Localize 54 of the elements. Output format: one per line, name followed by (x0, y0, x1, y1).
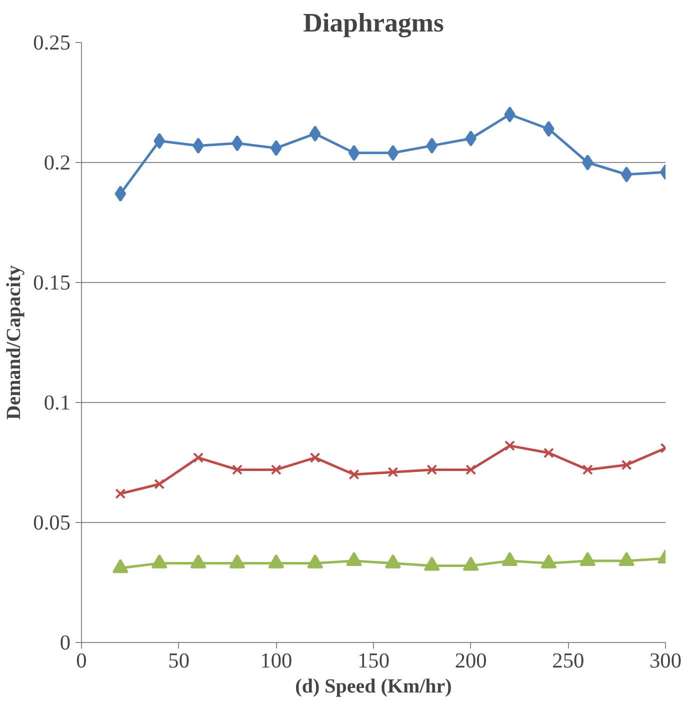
y-axis-title: Demand/Capacity (3, 265, 26, 420)
point (462, 556, 479, 571)
x-tick-label: 0 (76, 648, 87, 672)
point (310, 452, 320, 463)
point (193, 452, 204, 463)
point (620, 166, 632, 182)
point (582, 154, 594, 170)
point (580, 552, 596, 566)
point (543, 448, 554, 458)
point (387, 144, 399, 161)
chart-title: Diaphragms (303, 8, 444, 38)
point (190, 554, 206, 568)
point (229, 554, 246, 568)
point (112, 559, 128, 574)
point (270, 464, 282, 475)
x-axis-title: (d) Speed (Km/hr) (295, 676, 452, 698)
point (424, 556, 440, 571)
point (582, 464, 593, 475)
y-tick-label: 0.2 (44, 150, 71, 174)
y-tick-label: 0.25 (33, 30, 71, 54)
y-tick-label: 0.1 (44, 390, 71, 414)
point (309, 126, 321, 142)
point (621, 460, 632, 470)
x-tick-label: 200 (454, 648, 487, 672)
y-tick-label: 0 (60, 630, 71, 654)
y-tick-label: 0.15 (33, 270, 71, 294)
point (504, 440, 516, 451)
point (465, 130, 476, 146)
y-tick-label: 0.05 (33, 510, 71, 534)
point (307, 554, 324, 568)
point (268, 554, 284, 568)
point (388, 466, 398, 478)
point (154, 132, 166, 149)
point (618, 552, 635, 566)
point (115, 488, 126, 499)
point (540, 554, 557, 568)
point (151, 554, 168, 568)
point (502, 552, 518, 566)
point (504, 106, 516, 122)
x-tick-label: 300 (650, 648, 682, 672)
point (348, 469, 360, 480)
x-tick-label: 50 (168, 648, 190, 672)
point (426, 464, 438, 475)
x-tick-label: 100 (260, 648, 292, 672)
point (346, 552, 362, 566)
point (232, 464, 242, 475)
point (154, 478, 165, 490)
point (466, 464, 476, 475)
x-tick-label: 150 (358, 648, 390, 672)
point (348, 144, 360, 161)
x-tick-label: 250 (552, 648, 584, 672)
point (384, 554, 401, 568)
point (114, 186, 126, 202)
point (426, 138, 438, 154)
